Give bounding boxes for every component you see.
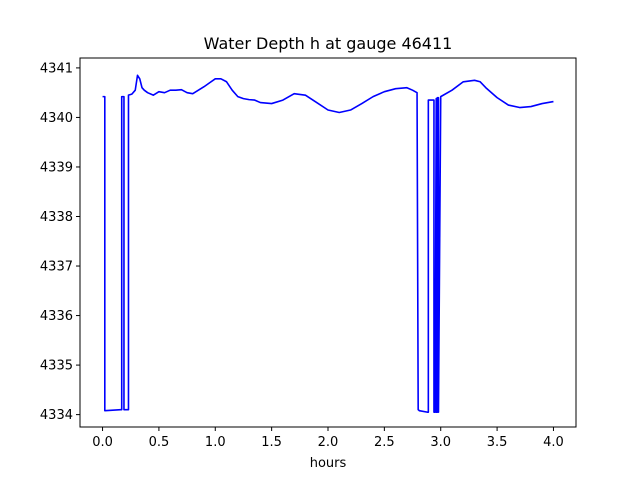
x-axis: 0.0 0.5 1.0 1.5 2.0 2.5 3.0 3.5 4.0 <box>92 427 564 450</box>
x-tick-label: 3.5 <box>487 435 508 450</box>
y-tick-label: 4337 <box>40 260 73 275</box>
y-tick-label: 4334 <box>40 408 73 423</box>
axes-frame <box>79 57 577 428</box>
y-tick-label: 4335 <box>40 359 73 374</box>
y-tick-label: 4339 <box>40 160 73 175</box>
y-tick-label: 4336 <box>40 309 73 324</box>
x-axis-label: hours <box>310 456 347 471</box>
plot-area <box>102 74 554 413</box>
y-tick-label: 4338 <box>40 210 73 225</box>
y-tick-label: 4340 <box>40 111 73 126</box>
x-tick-label: 2.0 <box>318 435 339 450</box>
y-tick-label: 4341 <box>40 61 73 76</box>
series-line <box>102 74 554 413</box>
y-axis: 4334 4335 4336 4337 4338 4339 4340 4341 <box>40 61 80 423</box>
x-tick-label: 3.0 <box>430 435 451 450</box>
x-tick-label: 4.0 <box>543 435 564 450</box>
x-tick-label: 1.0 <box>205 435 226 450</box>
chart-title: Water Depth h at gauge 46411 <box>204 34 453 53</box>
x-tick-label: 1.5 <box>261 435 282 450</box>
x-tick-label: 0.0 <box>92 435 113 450</box>
x-tick-label: 2.5 <box>374 435 395 450</box>
x-tick-label: 0.5 <box>149 435 170 450</box>
